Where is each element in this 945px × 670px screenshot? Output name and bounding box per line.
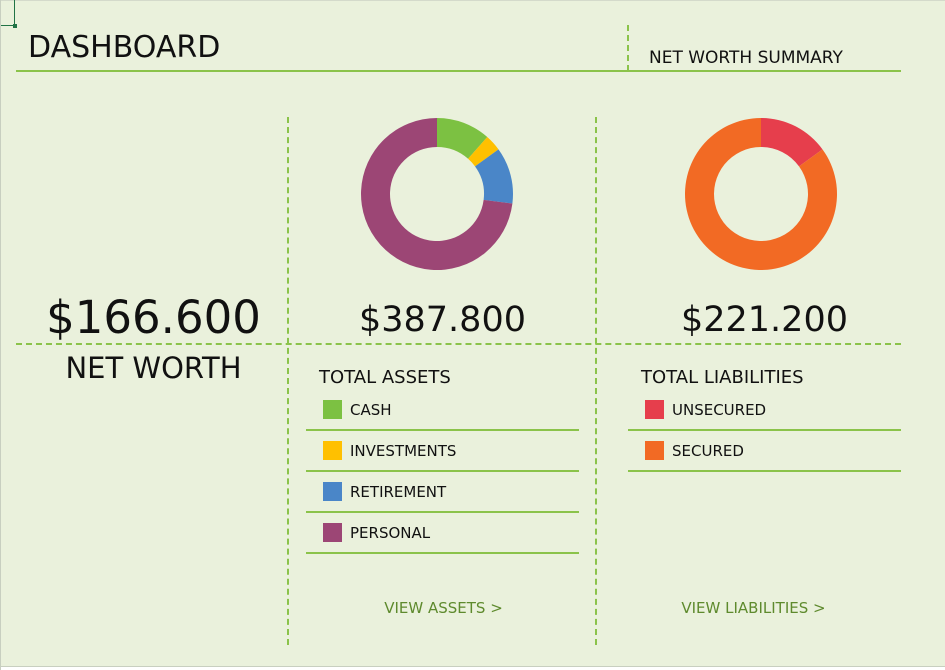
legend-label-unsecured: UNSECURED bbox=[672, 401, 767, 419]
column-divider-left bbox=[287, 117, 289, 645]
page-title: DASHBOARD bbox=[28, 30, 221, 65]
secured-swatch bbox=[645, 441, 664, 460]
legend-label-personal: PERSONAL bbox=[350, 524, 431, 542]
retirement-swatch bbox=[323, 482, 342, 501]
donut-slice-cash bbox=[437, 118, 488, 159]
legend-item-unsecured: UNSECURED bbox=[628, 390, 901, 431]
sheet-top-edge bbox=[1, 0, 945, 1]
cash-swatch bbox=[323, 400, 342, 419]
donut-slice-unsecured bbox=[761, 118, 823, 167]
total-liabilities-amount: $221.200 bbox=[680, 300, 848, 340]
donut-slice-investments bbox=[468, 136, 499, 167]
legend-item-retirement: RETIREMENT bbox=[306, 472, 579, 513]
assets-donut-chart bbox=[361, 118, 513, 270]
legend-label-investments: INVESTMENTS bbox=[350, 442, 457, 460]
legend-item-personal: PERSONAL bbox=[306, 513, 579, 554]
column-divider-right bbox=[595, 117, 597, 645]
legend-label-cash: CASH bbox=[350, 401, 392, 419]
donut-slice-secured bbox=[685, 118, 837, 270]
donut-slice-personal bbox=[361, 118, 513, 270]
sheet-bottom-edge bbox=[1, 666, 945, 670]
total-assets-title: TOTAL ASSETS bbox=[319, 367, 451, 388]
header-divider bbox=[627, 25, 629, 71]
view-assets-link[interactable]: VIEW ASSETS > bbox=[384, 599, 503, 617]
donut-slice-retirement bbox=[475, 149, 513, 204]
investments-swatch bbox=[323, 441, 342, 460]
view-liabilities-link[interactable]: VIEW LIABILITIES > bbox=[681, 599, 826, 617]
legend-item-investments: INVESTMENTS bbox=[306, 431, 579, 472]
legend-label-retirement: RETIREMENT bbox=[350, 483, 447, 501]
personal-swatch bbox=[323, 523, 342, 542]
legend-label-secured: SECURED bbox=[672, 442, 744, 460]
liabilities-legend: UNSECURED SECURED bbox=[628, 390, 901, 472]
total-liabilities-title: TOTAL LIABILITIES bbox=[641, 367, 804, 388]
total-assets-amount: $387.800 bbox=[358, 300, 526, 340]
active-cell-marker[interactable] bbox=[1, 0, 17, 28]
net-worth-label: NET WORTH bbox=[65, 351, 242, 385]
liabilities-donut-chart bbox=[685, 118, 837, 270]
net-worth-amount: $166.600 bbox=[46, 291, 261, 344]
row-divider bbox=[16, 343, 901, 345]
legend-item-secured: SECURED bbox=[628, 431, 901, 472]
header-rule bbox=[16, 70, 901, 72]
unsecured-swatch bbox=[645, 400, 664, 419]
assets-legend: CASH INVESTMENTS RETIREMENT PERSONAL bbox=[306, 390, 579, 554]
legend-item-cash: CASH bbox=[306, 390, 579, 431]
net-worth-summary-label: NET WORTH SUMMARY bbox=[649, 48, 843, 68]
